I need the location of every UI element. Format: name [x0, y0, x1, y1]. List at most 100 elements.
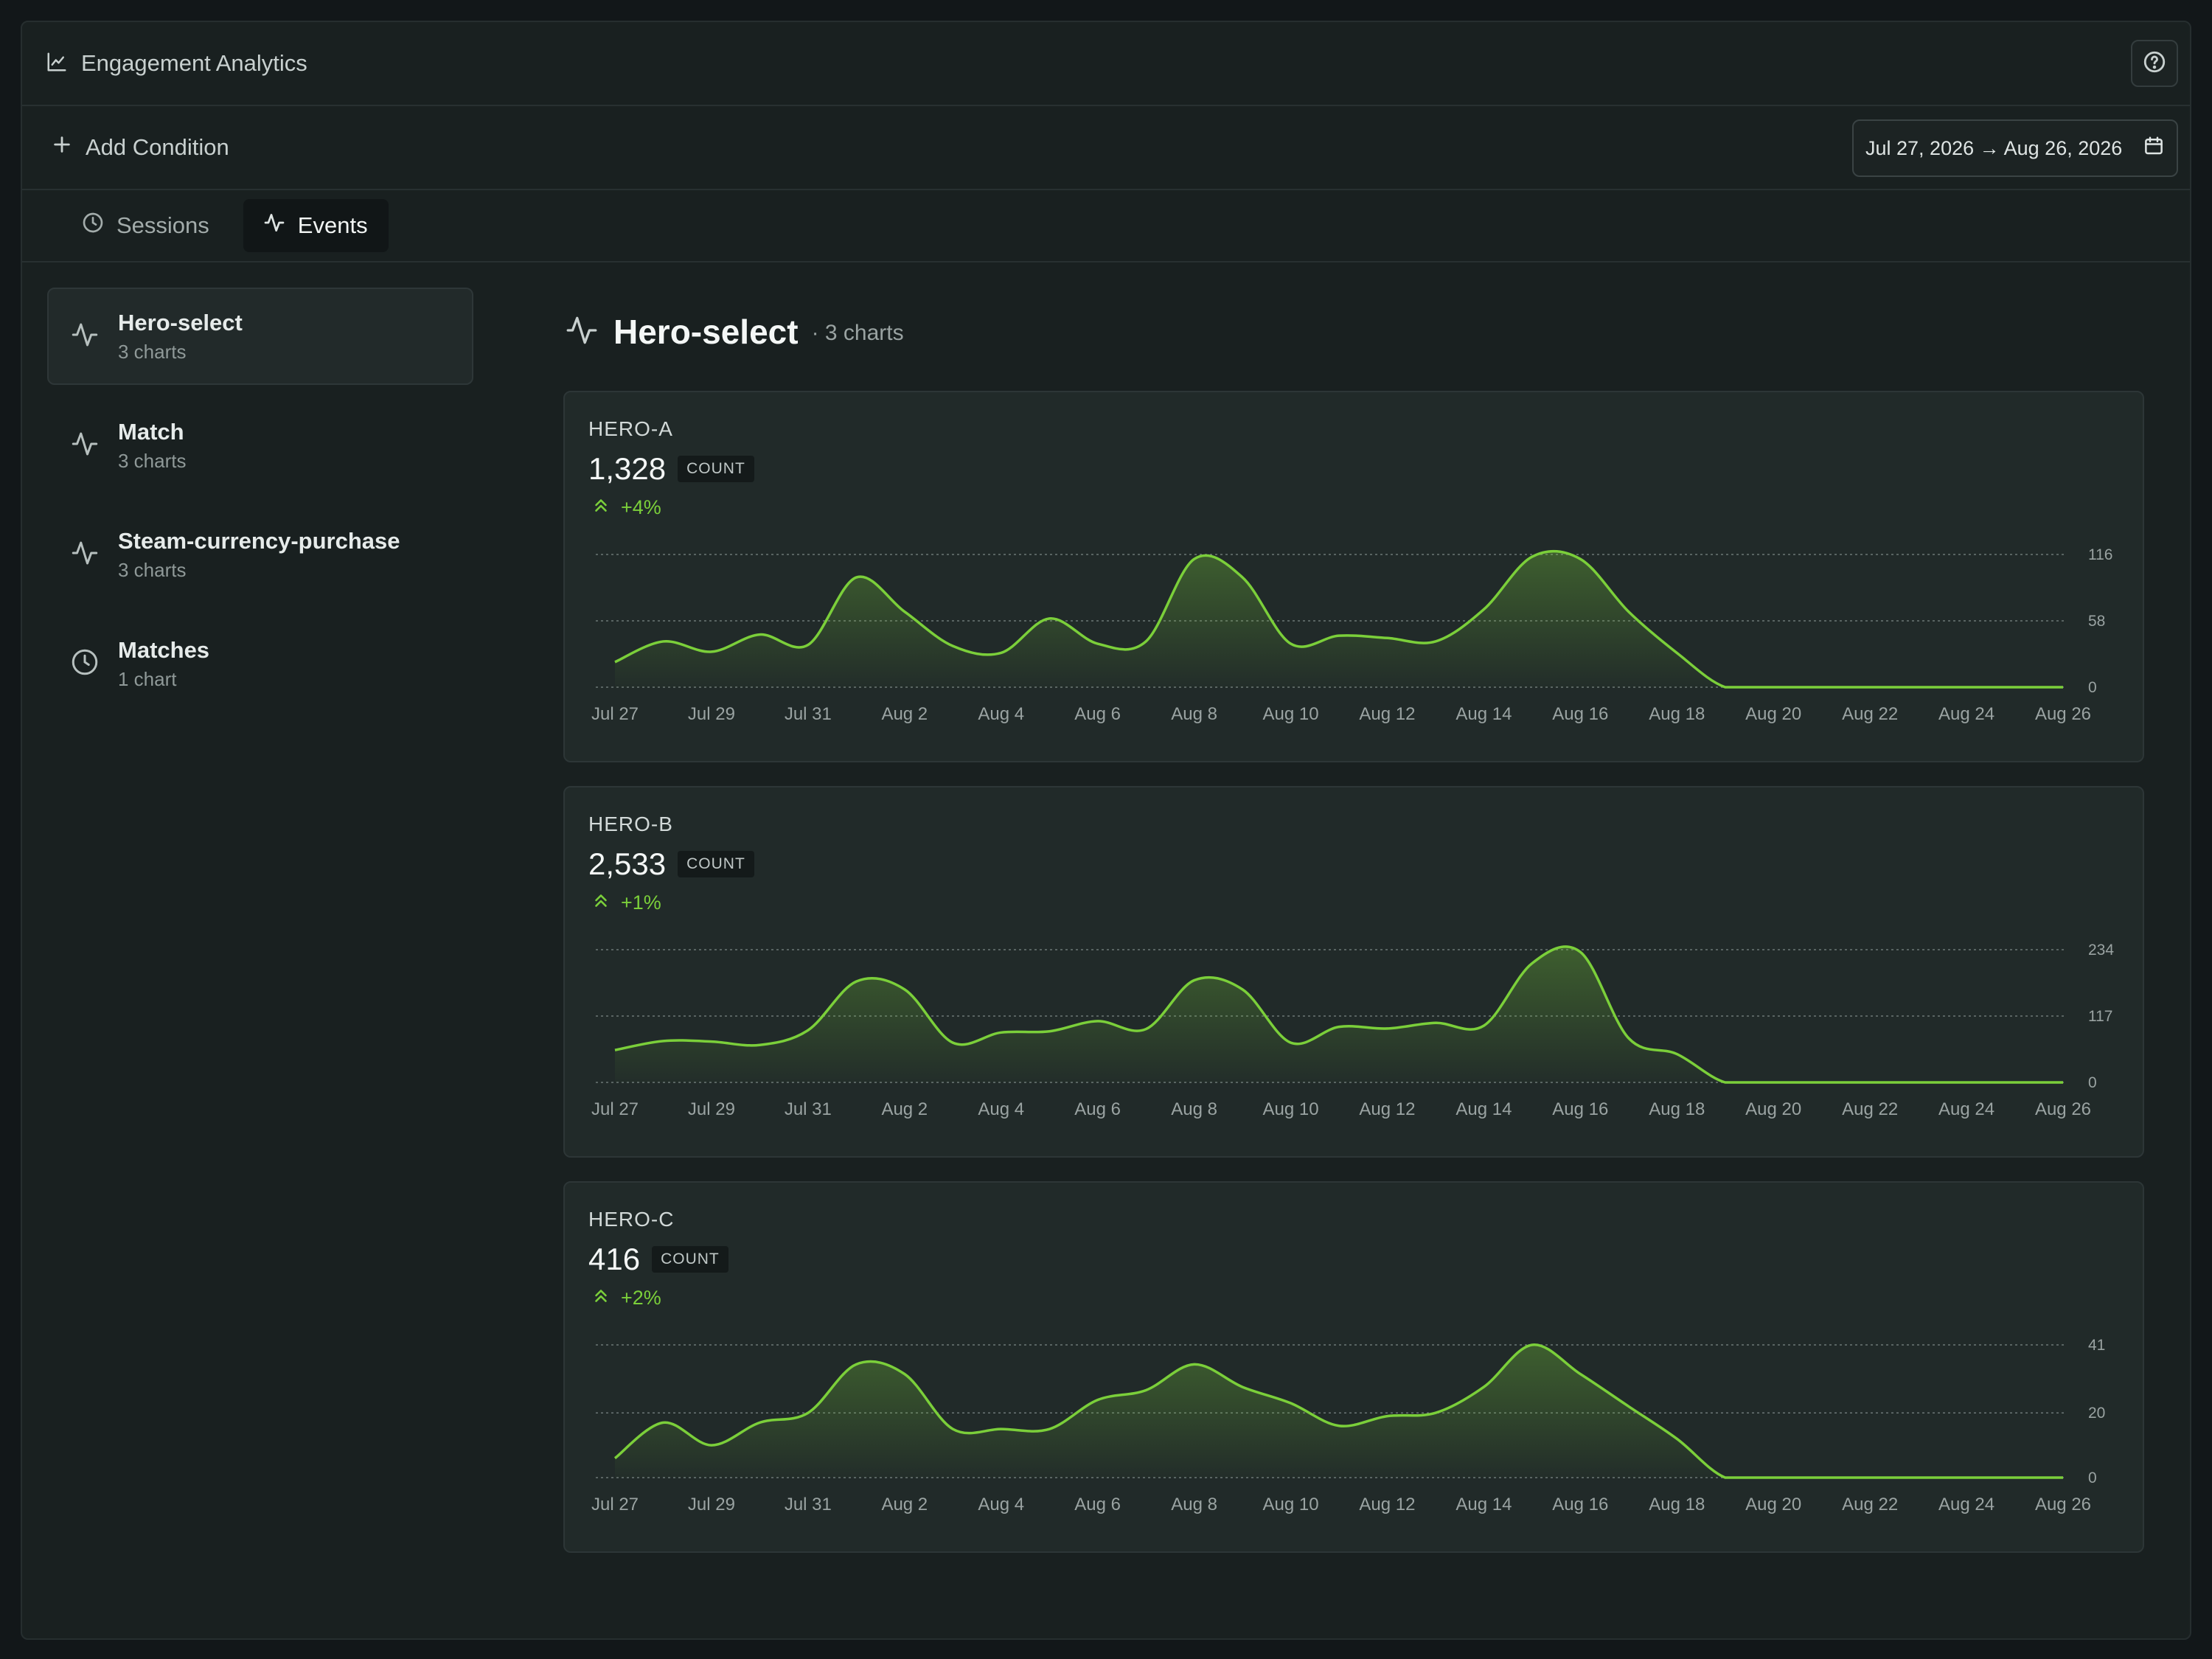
metric-value: 416: [588, 1242, 641, 1276]
trend-value: +4%: [621, 496, 661, 518]
trend-indicator: +4%: [591, 495, 661, 520]
x-tick-label: Aug 18: [1649, 1099, 1705, 1119]
sidebar-item-match[interactable]: Match 3 charts: [47, 397, 473, 494]
activity-icon: [262, 211, 286, 240]
activity-icon: [69, 319, 100, 354]
sidebar-item-name: Match: [118, 418, 184, 445]
x-tick-label: Aug 4: [978, 704, 1024, 724]
x-tick-label: Aug 18: [1649, 1495, 1705, 1514]
x-tick-label: Aug 12: [1359, 704, 1415, 724]
card-label: HERO-B: [588, 813, 673, 835]
x-tick-label: Aug 10: [1262, 1495, 1318, 1514]
activity-icon: [69, 428, 100, 463]
x-tick-label: Aug 22: [1842, 1099, 1898, 1119]
card-label: HERO-A: [588, 417, 673, 440]
sidebar-item-matches[interactable]: Matches 1 chart: [47, 615, 473, 712]
sidebar-item-sub: 3 charts: [118, 340, 187, 363]
x-tick-label: Aug 16: [1552, 704, 1608, 724]
card-label: HERO-C: [588, 1208, 675, 1231]
x-tick-label: Aug 8: [1171, 1099, 1217, 1119]
x-tick-label: Aug 8: [1171, 1495, 1217, 1514]
x-tick-label: Jul 31: [785, 704, 832, 724]
metric-value: 2,533: [588, 846, 667, 881]
clock-icon: [81, 211, 105, 240]
y-tick-label: 0: [2088, 679, 2097, 696]
date-range-picker[interactable]: Jul 27, 2026 → Aug 26, 2026: [1852, 119, 2178, 177]
sidebar-item-steam-currency-purchase[interactable]: Steam-currency-purchase 3 charts: [47, 506, 473, 603]
y-tick-label: 116: [2088, 546, 2112, 563]
series-area: [615, 946, 2063, 1082]
trend-indicator: +2%: [591, 1286, 661, 1310]
tab-sessions[interactable]: Sessions: [62, 199, 230, 252]
section-header: Hero-select · 3 charts: [544, 288, 2146, 376]
metric-value: 1,328: [588, 451, 667, 486]
tab-bar: Sessions Events: [22, 190, 2190, 262]
x-tick-label: Jul 31: [785, 1099, 832, 1119]
x-tick-label: Aug 24: [1938, 1495, 1994, 1514]
series-area: [615, 551, 2063, 687]
trend-value: +2%: [621, 1287, 661, 1309]
sidebar-item-sub: 1 chart: [118, 667, 177, 690]
y-tick-label: 234: [2088, 942, 2114, 959]
line-chart-icon: [46, 51, 68, 77]
sidebar-item-hero-select[interactable]: Hero-select 3 charts: [47, 288, 473, 385]
tab-label: Sessions: [116, 212, 209, 238]
help-button[interactable]: [2131, 40, 2178, 87]
x-tick-label: Aug 24: [1938, 1099, 1994, 1119]
chart-card: HERO-A 1,328 COUNT +4% 0 58 116 Jul 27 Jul 2…: [563, 391, 2144, 762]
x-tick-label: Aug 4: [978, 1495, 1024, 1514]
plus-icon: [52, 134, 72, 161]
x-tick-label: Aug 26: [2035, 704, 2091, 724]
sidebar-item-name: Matches: [118, 636, 210, 663]
x-tick-label: Aug 22: [1842, 1495, 1898, 1514]
x-tick-label: Aug 16: [1552, 1099, 1608, 1119]
x-tick-label: Aug 14: [1455, 1099, 1512, 1119]
sidebar-item-name: Hero-select: [118, 309, 243, 335]
x-tick-label: Aug 20: [1745, 1495, 1801, 1514]
area-chart: 0 20 41 Jul 27 Jul 29 Jul 31 Aug 2 Aug 4 Aug 6 Au…: [591, 1337, 2105, 1514]
clock-icon: [69, 647, 100, 681]
metric-badge: COUNT: [652, 1246, 728, 1273]
date-range-label: Jul 27, 2026 → Aug 26, 2026: [1865, 136, 2123, 159]
x-tick-label: Jul 27: [591, 1099, 639, 1119]
x-tick-label: Aug 8: [1171, 704, 1217, 724]
y-tick-label: 58: [2088, 613, 2105, 630]
help-icon: [2142, 49, 2167, 78]
activity-icon: [69, 538, 100, 572]
x-tick-label: Aug 6: [1074, 1099, 1121, 1119]
y-tick-label: 41: [2088, 1337, 2105, 1354]
x-tick-label: Aug 10: [1262, 1099, 1318, 1119]
x-tick-label: Jul 29: [688, 1495, 735, 1514]
x-tick-label: Jul 27: [591, 704, 639, 724]
x-tick-label: Aug 12: [1359, 1099, 1415, 1119]
sidebar-item-sub: 3 charts: [118, 558, 187, 581]
area-chart: 0 58 116 Jul 27 Jul 29 Jul 31 Aug 2 Aug 4 Aug 6 A…: [591, 546, 2113, 724]
x-tick-label: Aug 26: [2035, 1099, 2091, 1119]
activity-icon: [563, 312, 600, 352]
double-chevron-up-icon: [591, 891, 611, 915]
sidebar-item-sub: 3 charts: [118, 449, 187, 472]
series-line: [614, 945, 2063, 1084]
header: Engagement Analytics: [22, 22, 2190, 106]
x-tick-label: Aug 2: [881, 1495, 928, 1514]
trend-indicator: +1%: [591, 891, 661, 915]
x-tick-label: Aug 4: [978, 1099, 1024, 1119]
x-tick-label: Aug 16: [1552, 1495, 1608, 1514]
series-line: [614, 549, 2063, 689]
chart-card: HERO-C 416 COUNT +2% 0 20 41 Jul 27 Jul 29 Ju…: [563, 1181, 2144, 1553]
sidebar-item-name: Steam-currency-purchase: [118, 527, 400, 554]
main-content: Hero-select · 3 charts HERO-A 1,328 COUN…: [544, 288, 2146, 1553]
x-tick-label: Aug 6: [1074, 704, 1121, 724]
x-tick-label: Aug 24: [1938, 704, 1994, 724]
tab-events[interactable]: Events: [243, 199, 389, 252]
tab-label: Events: [297, 212, 368, 238]
x-tick-label: Jul 29: [688, 1099, 735, 1119]
metric-badge: COUNT: [678, 456, 754, 482]
y-tick-label: 117: [2088, 1008, 2112, 1025]
x-tick-label: Jul 31: [785, 1495, 832, 1514]
metric-badge: COUNT: [678, 851, 754, 877]
trend-value: +1%: [621, 891, 661, 914]
series-area: [615, 1344, 2063, 1478]
x-tick-label: Aug 2: [881, 1099, 928, 1119]
add-condition-button[interactable]: Add Condition: [52, 134, 229, 161]
